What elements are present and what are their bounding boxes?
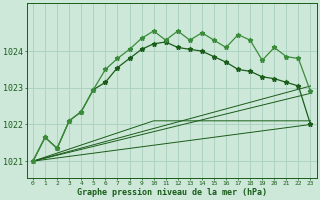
X-axis label: Graphe pression niveau de la mer (hPa): Graphe pression niveau de la mer (hPa) [77, 188, 267, 197]
